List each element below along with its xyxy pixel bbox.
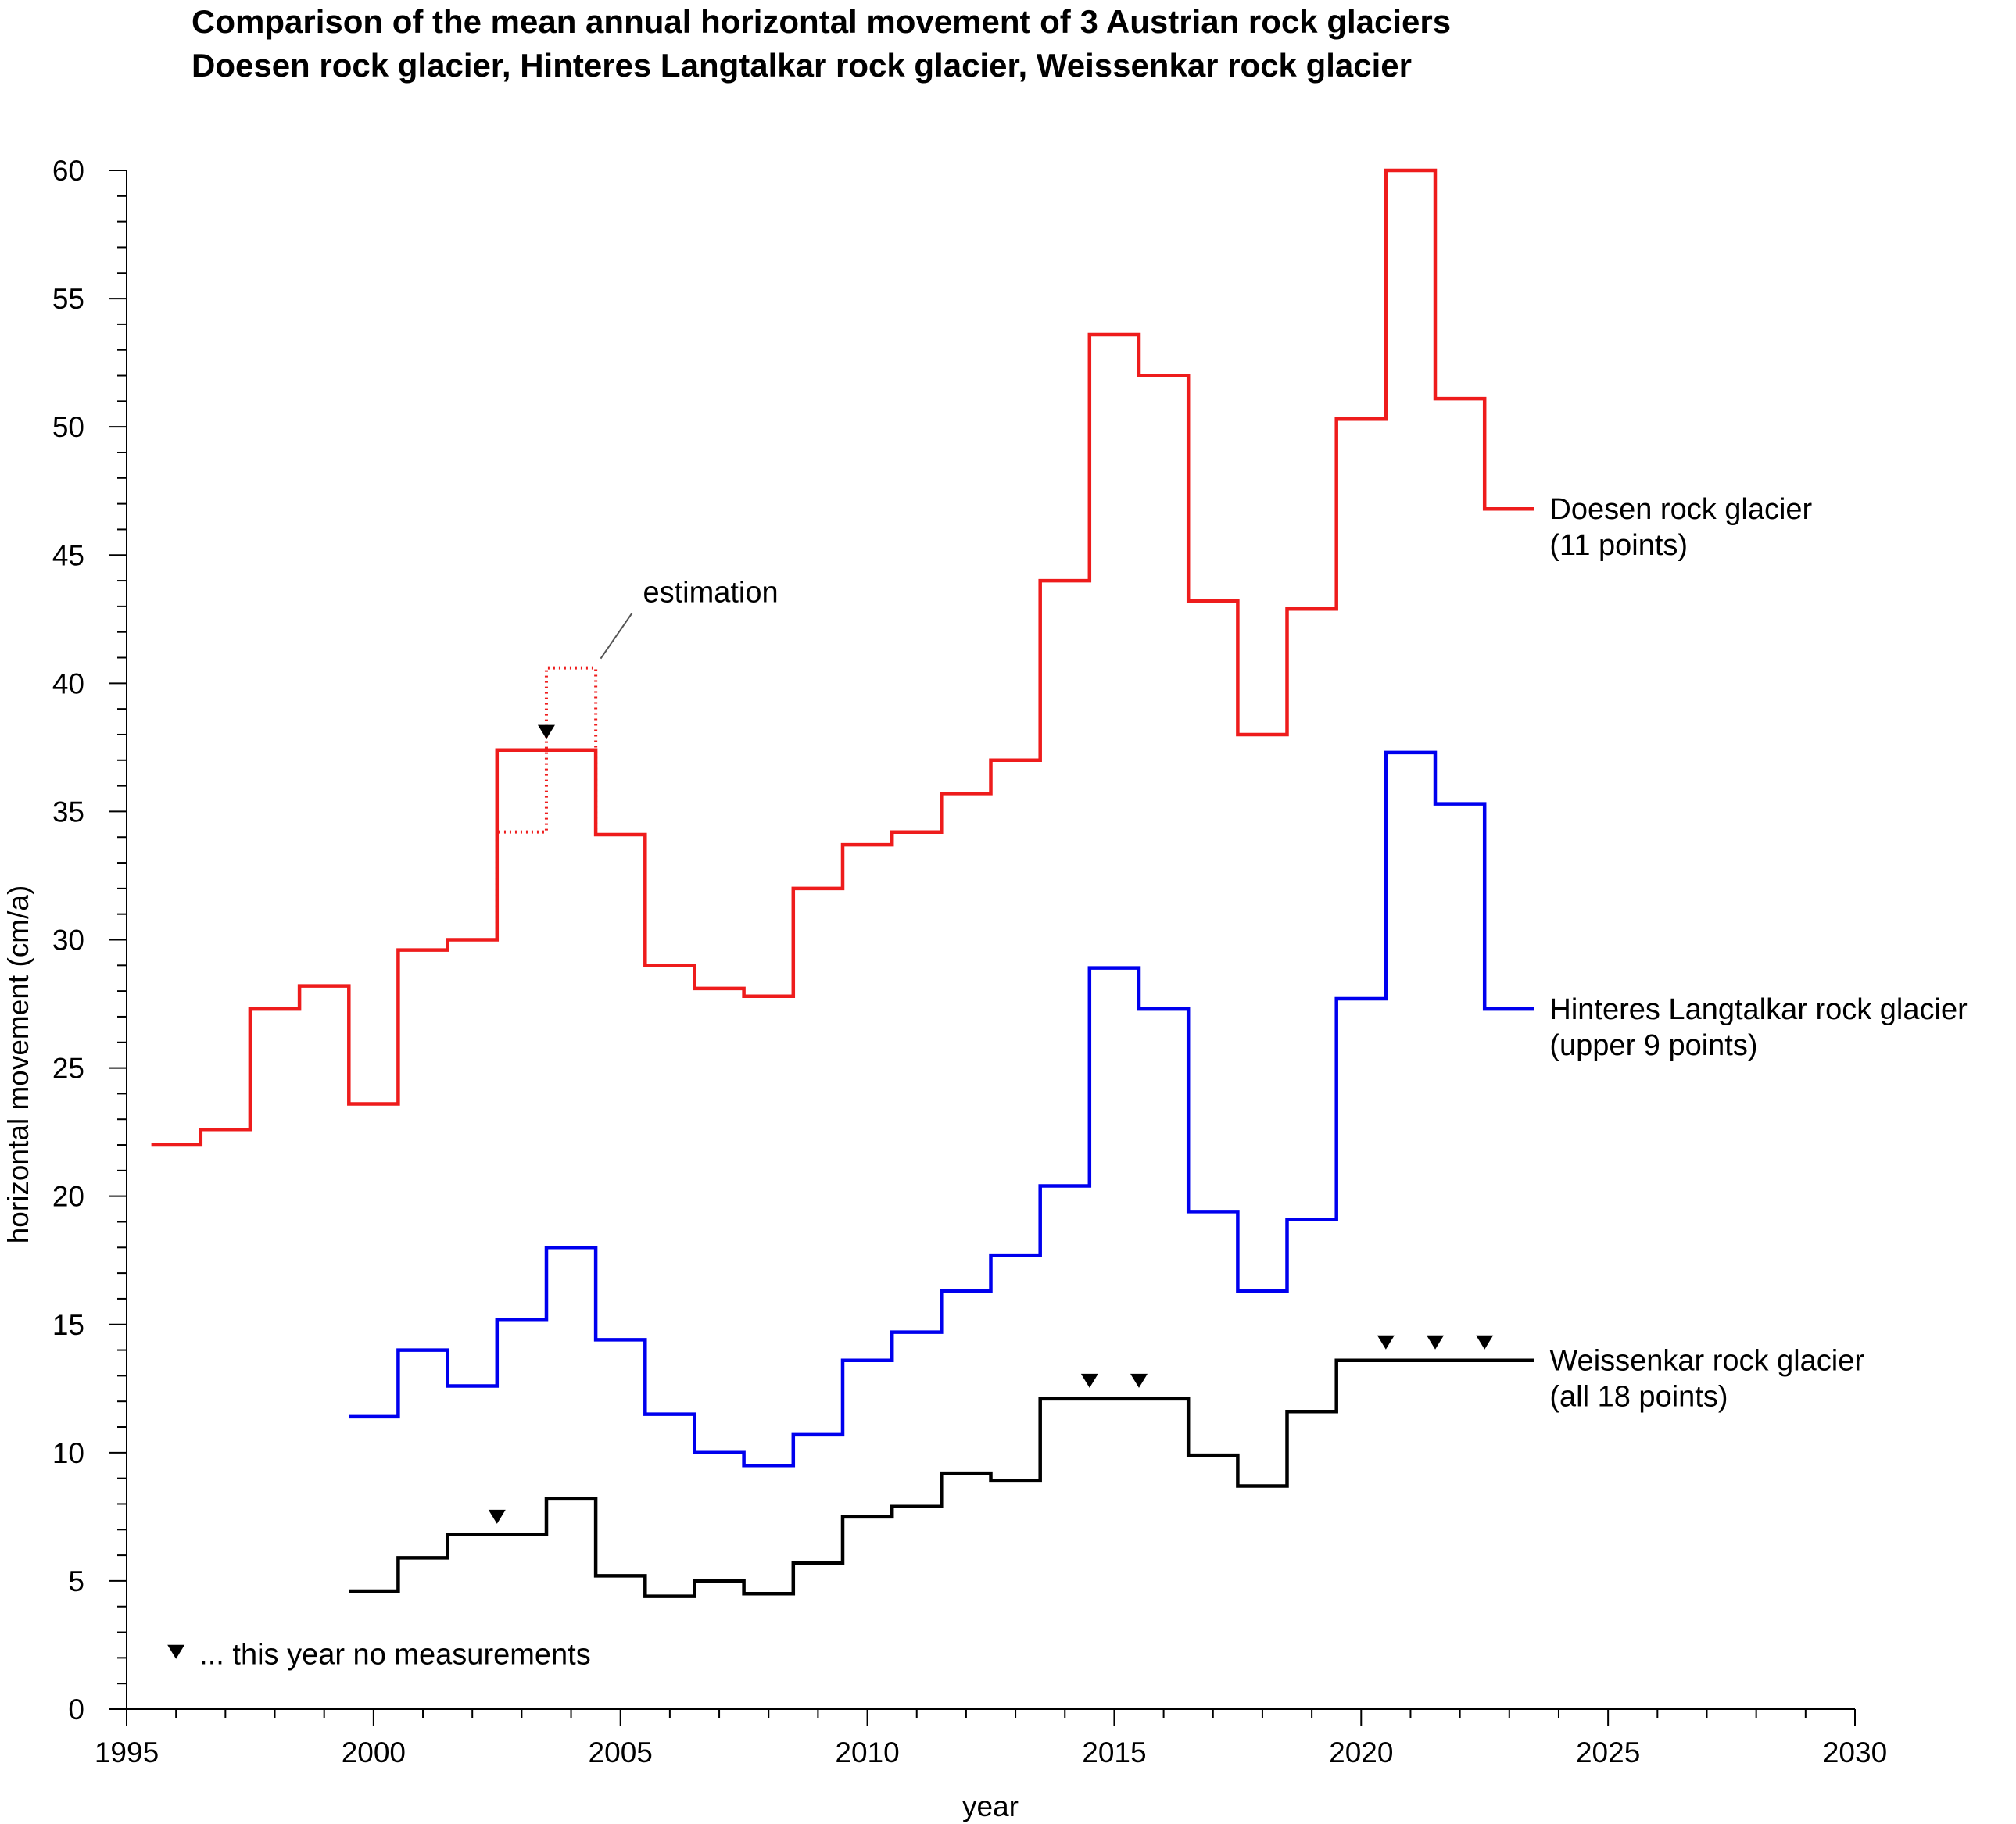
y-tick-label: 35 [52, 796, 84, 828]
estimation-label: estimation [643, 577, 778, 610]
x-tick-label: 2030 [1823, 1736, 1887, 1769]
no-measurement-marker [537, 724, 555, 739]
y-tick-label: 40 [52, 667, 84, 699]
y-tick-label: 10 [52, 1437, 84, 1469]
x-tick-label: 2005 [589, 1736, 653, 1769]
no-measurement-marker [488, 1509, 506, 1524]
y-tick-label: 60 [52, 155, 84, 187]
y-tick-label: 50 [52, 411, 84, 443]
chart-title: Comparison of the mean annual horizontal… [192, 3, 1451, 84]
y-axis-title: horizontal movement (cm/a) [2, 885, 34, 1244]
series-label-weissenkar-rock-glacier: Weissenkar rock glacier [1549, 1345, 1864, 1378]
y-tick-label: 20 [52, 1181, 84, 1213]
no-measurement-marker [1130, 1373, 1148, 1388]
legend-note: ... this year no measurements [199, 1639, 591, 1672]
axes: 1995 2000 2005 2010 2015 2020 2025 203005101520… [52, 155, 1887, 1769]
no-measurement-marker [1427, 1335, 1445, 1350]
no-measurement-marker [1377, 1335, 1395, 1350]
y-tick-label: 0 [68, 1693, 84, 1726]
series-sublabel-hinteres-langtalkar-rock-glacier: (upper 9 points) [1549, 1029, 1757, 1062]
x-tick-label: 2015 [1082, 1736, 1146, 1769]
legend-marker-icon [167, 1644, 185, 1659]
series-label-hinteres-langtalkar-rock-glacier: Hinteres Langtalkar rock glacier [1549, 993, 1968, 1026]
y-tick-label: 55 [52, 283, 84, 315]
chart-title-line-2: Doesen rock glacier, Hinteres Langtalkar… [192, 47, 1412, 84]
y-tick-label: 45 [52, 539, 84, 571]
y-tick-label: 5 [68, 1565, 84, 1597]
series-sublabel-doesen-rock-glacier: (11 points) [1549, 529, 1688, 562]
no-measurement-marker [1476, 1335, 1494, 1350]
series-sublabel-weissenkar-rock-glacier: (all 18 points) [1549, 1381, 1728, 1414]
x-tick-label: 2025 [1576, 1736, 1640, 1769]
series-line-weissenkar-rock-glacier [349, 1358, 1534, 1598]
estimation-dotted-line [495, 666, 598, 940]
annotations: estimation ... this year no measurements [167, 577, 1494, 1672]
series-line-hinteres-langtalkar-rock-glacier [349, 750, 1534, 1468]
x-tick-label: 2000 [342, 1736, 406, 1769]
y-tick-label: 15 [52, 1309, 84, 1341]
series-lines: Doesen rock glacier(11 points) Hinteres L… [151, 168, 1968, 1598]
y-tick-label: 25 [52, 1053, 84, 1085]
estimation-leader-line [600, 613, 633, 660]
x-tick-label: 2020 [1329, 1736, 1393, 1769]
x-tick-label: 1995 [95, 1736, 159, 1769]
chart-title-line-1: Comparison of the mean annual horizontal… [192, 3, 1451, 40]
no-measurement-marker [1080, 1373, 1098, 1388]
series-label-doesen-rock-glacier: Doesen rock glacier [1549, 493, 1812, 526]
x-tick-label: 2010 [835, 1736, 899, 1769]
series-line-doesen-rock-glacier [151, 168, 1534, 1147]
y-tick-label: 30 [52, 925, 84, 957]
x-axis-title: year [962, 1790, 1019, 1822]
